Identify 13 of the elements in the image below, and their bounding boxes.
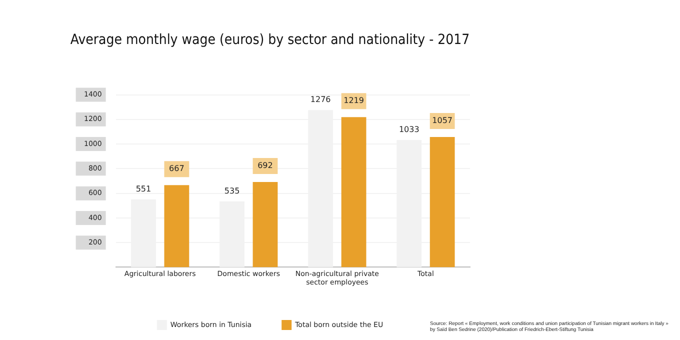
data-label: 1219	[344, 96, 364, 106]
data-label: 1033	[398, 125, 420, 134]
chart-title: Average monthly wage (euros) by sector and nationality - 2017	[70, 32, 470, 48]
data-label: 1276	[310, 95, 331, 104]
data-label: 1057	[432, 116, 453, 126]
bar	[341, 117, 366, 268]
bar	[430, 137, 455, 268]
data-label: 551	[136, 184, 152, 194]
bar	[164, 185, 190, 268]
bar	[252, 182, 278, 268]
data-label: 692	[258, 161, 273, 170]
data-label: 535	[224, 186, 240, 196]
data-label: 667	[169, 164, 184, 174]
